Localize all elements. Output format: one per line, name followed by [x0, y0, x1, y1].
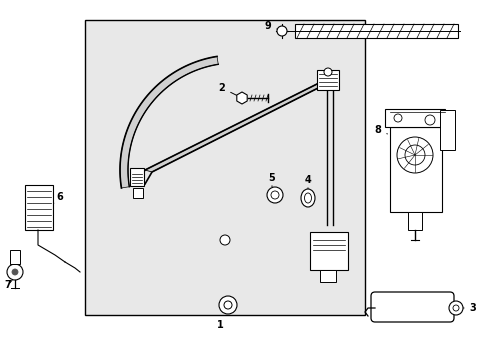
Circle shape	[324, 68, 331, 76]
Bar	[130, 168, 143, 186]
Circle shape	[270, 191, 279, 199]
Ellipse shape	[301, 189, 314, 207]
Bar	[407, 212, 421, 230]
Bar	[10, 250, 20, 264]
Circle shape	[404, 145, 424, 165]
Bar	[439, 110, 454, 150]
Text: 6: 6	[52, 192, 63, 205]
Bar	[384, 109, 444, 127]
Bar	[309, 232, 347, 270]
FancyBboxPatch shape	[370, 292, 453, 322]
Circle shape	[266, 187, 283, 203]
Circle shape	[12, 269, 18, 275]
Bar	[294, 24, 457, 38]
Text: 5: 5	[268, 173, 275, 187]
Polygon shape	[145, 80, 329, 172]
Bar	[85, 20, 364, 315]
Ellipse shape	[304, 193, 311, 203]
Text: 2: 2	[218, 83, 239, 97]
Text: 9: 9	[264, 21, 277, 31]
Bar	[133, 188, 142, 198]
Polygon shape	[120, 57, 218, 188]
Text: 3: 3	[457, 303, 475, 313]
Bar	[316, 70, 338, 90]
Bar	[389, 127, 441, 212]
Text: 1: 1	[216, 320, 223, 330]
Circle shape	[396, 137, 432, 173]
Circle shape	[448, 301, 462, 315]
Circle shape	[220, 235, 229, 245]
Circle shape	[452, 305, 458, 311]
Circle shape	[219, 296, 237, 314]
Circle shape	[393, 114, 401, 122]
Circle shape	[7, 264, 23, 280]
Text: 8: 8	[374, 125, 386, 135]
Text: 4: 4	[304, 175, 311, 190]
Text: 7: 7	[4, 280, 12, 290]
Bar	[25, 185, 53, 230]
Circle shape	[424, 115, 434, 125]
Bar	[319, 270, 335, 282]
Circle shape	[224, 301, 231, 309]
Circle shape	[276, 26, 286, 36]
